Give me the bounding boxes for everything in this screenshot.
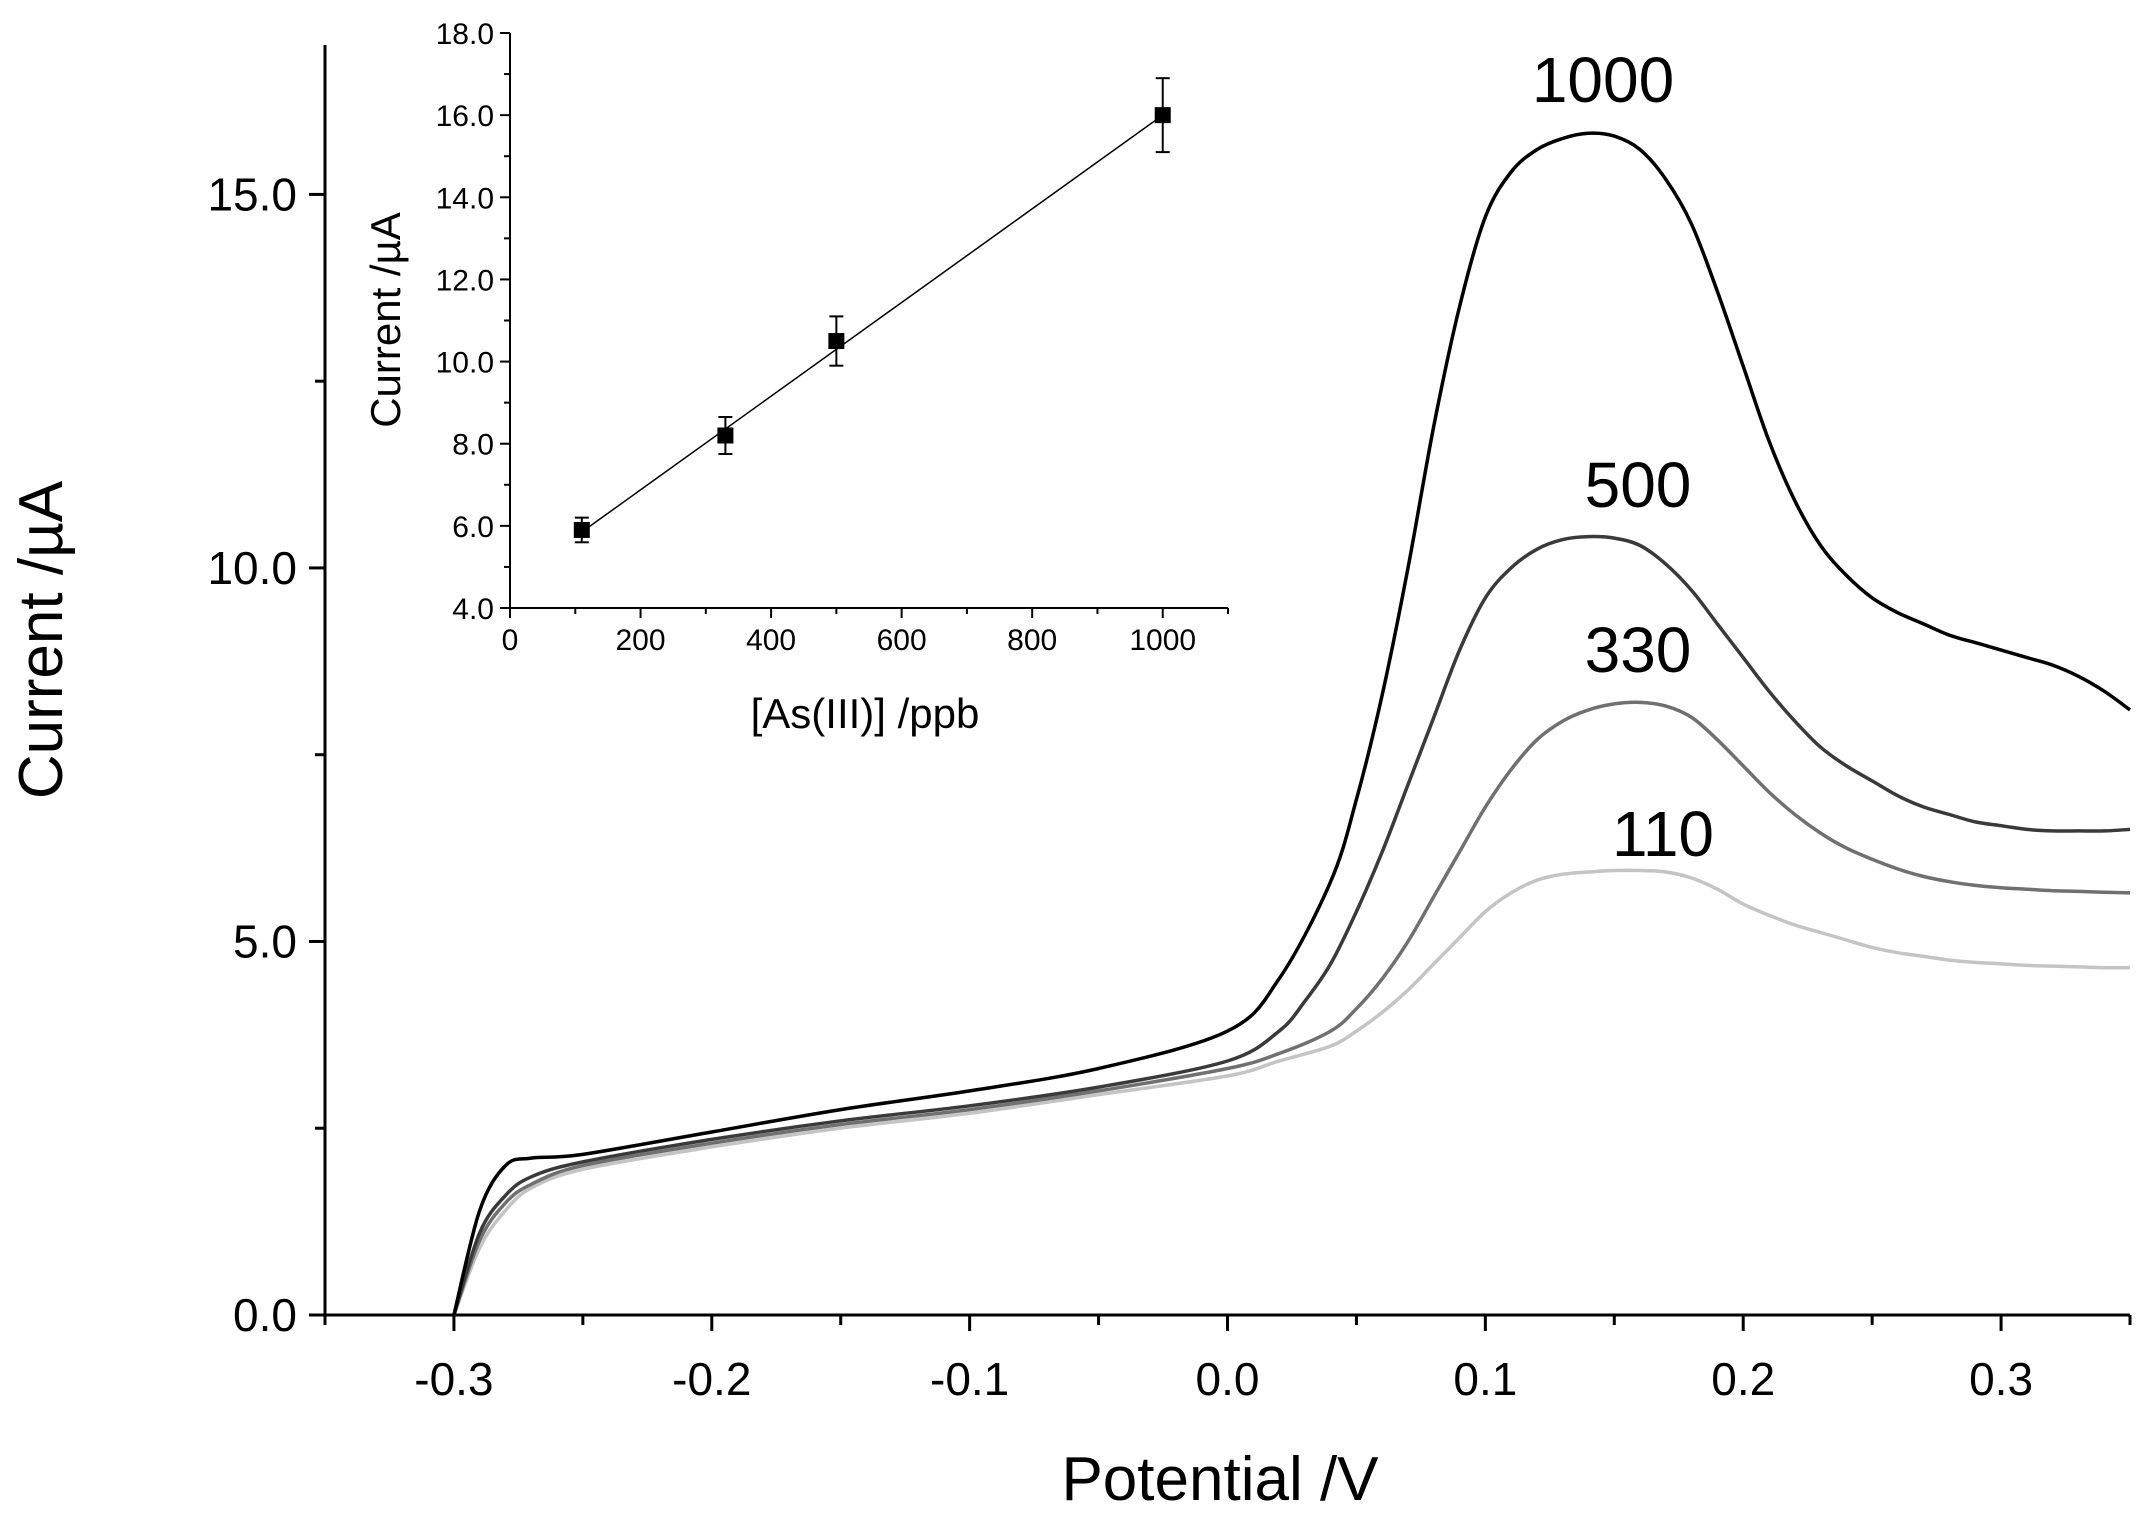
inset-x-tick-label: 800 — [1007, 624, 1057, 657]
main-x-tick-label: -0.1 — [930, 1353, 1009, 1405]
main-x-tick-label: 0.2 — [1711, 1353, 1775, 1405]
main-x-axis-label: Potential /V — [1061, 1445, 1379, 1513]
inset-data-point — [1154, 107, 1171, 124]
inset-y-tick-label: 4.0 — [452, 593, 494, 626]
inset-y-axis-label: Current /µA — [362, 212, 409, 428]
inset-y-tick-label: 10.0 — [436, 347, 494, 380]
inset-x-tick-label: 600 — [877, 624, 927, 657]
main-y-tick-label: 10.0 — [207, 542, 297, 594]
inset-x-tick-labels: 0 200 400 600 800 1000 — [502, 624, 1196, 657]
curve-label-500: 500 — [1585, 449, 1692, 521]
main-series — [452, 131, 2132, 1316]
inset-y-tick-label: 18.0 — [436, 18, 494, 51]
inset-y-tick-label: 6.0 — [452, 511, 494, 544]
inset-series — [573, 77, 1171, 544]
inset-axes — [500, 32, 1229, 618]
series-line-1000 — [452, 131, 2132, 1316]
curve-label-1000: 1000 — [1532, 44, 1674, 116]
inset-x-tick-label: 1000 — [1129, 624, 1196, 657]
main-y-tick-label: 5.0 — [233, 915, 297, 967]
inset-x-tick-label: 200 — [616, 624, 666, 657]
inset-x-axis-label: [As(III)] /ppb — [751, 690, 980, 737]
main-x-tick-label: -0.2 — [672, 1353, 751, 1405]
inset-data-point — [717, 427, 734, 444]
curve-labels: 1000 500 330 110 — [1532, 44, 1714, 870]
inset-data-point — [828, 333, 845, 350]
main-x-tick-labels: -0.3 -0.2 -0.1 0.0 0.1 0.2 0.3 — [414, 1353, 2033, 1405]
main-y-tick-labels: 0.0 5.0 10.0 15.0 — [207, 168, 297, 1341]
main-y-axis-label: Current /µA — [7, 480, 76, 799]
main-x-tick-label: -0.3 — [414, 1353, 493, 1405]
inset-y-tick-label: 12.0 — [436, 264, 494, 297]
inset-chart: 0 200 400 600 800 1000 4.0 6.0 8.0 10.0 12.0 14.0 1… — [362, 18, 1229, 737]
inset-y-tick-labels: 4.0 6.0 8.0 10.0 12.0 14.0 16.0 18.0 — [436, 18, 494, 626]
inset-fit-line — [581, 114, 1164, 533]
series-line-110 — [452, 868, 2131, 1316]
inset-y-tick-label: 16.0 — [436, 100, 494, 133]
main-x-tick-label: 0.1 — [1453, 1353, 1517, 1405]
curve-label-110: 110 — [1612, 798, 1714, 870]
main-x-tick-label: 0.0 — [1196, 1353, 1260, 1405]
inset-y-tick-label: 14.0 — [436, 182, 494, 215]
inset-y-tick-label: 8.0 — [452, 429, 494, 462]
main-y-tick-label: 15.0 — [207, 168, 297, 220]
main-y-tick-label: 0.0 — [233, 1289, 297, 1341]
curve-label-330: 330 — [1585, 614, 1692, 686]
inset-data-point — [573, 521, 590, 538]
inset-x-tick-label: 0 — [502, 624, 519, 657]
series-line-330 — [452, 700, 2131, 1316]
inset-x-tick-label: 400 — [746, 624, 796, 657]
main-chart: -0.3 -0.2 -0.1 0.0 0.1 0.2 0.3 0.05.010.015.0 … — [7, 44, 2132, 1513]
main-axes — [309, 45, 2132, 1331]
main-x-tick-label: 0.3 — [1969, 1353, 2033, 1405]
series-line-500 — [452, 534, 2131, 1316]
